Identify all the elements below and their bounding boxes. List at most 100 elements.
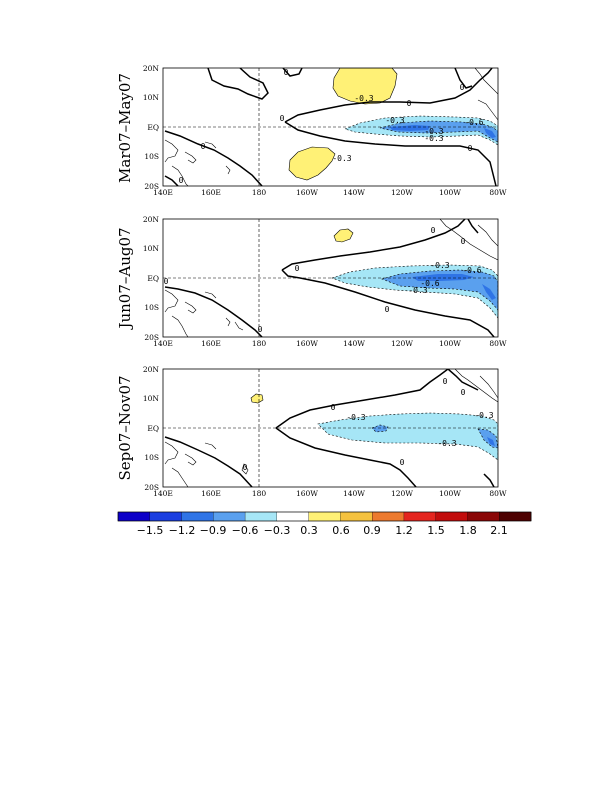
- colorbar-swatch: [499, 511, 532, 522]
- p1-yellow-north: [332, 68, 398, 105]
- contour-label: 0: [400, 458, 405, 467]
- colorbar-label: 1.2: [395, 524, 413, 537]
- xtick: 160E: [201, 188, 221, 197]
- colorbar-label: −0.9: [200, 524, 227, 537]
- xtick: 180: [252, 188, 267, 197]
- colorbar-swatch: [403, 511, 437, 522]
- panel-3-yticks: 20N 10N EQ 10S 20S: [143, 365, 160, 492]
- colorbar-swatch: [213, 511, 246, 522]
- colorbar-swatch: [435, 511, 468, 522]
- xtick: 180: [252, 339, 267, 348]
- contour-label: 0: [385, 305, 390, 314]
- panel-2: Jun07–Aug07: [116, 215, 507, 348]
- contour-label: 0: [460, 83, 465, 92]
- colorbar-swatch: [308, 511, 341, 522]
- panel-3-title: Sep07–Nov07: [116, 375, 134, 480]
- contour-label: -0.3: [346, 413, 365, 422]
- xtick: 160E: [201, 339, 221, 348]
- colorbar-labels: −1.5 −1.2 −0.9 −0.6 −0.3 0.3 0.6 0.9 1.2…: [137, 524, 508, 537]
- xtick: 140E: [153, 489, 173, 498]
- contour-label: 0: [284, 68, 289, 77]
- colorbar-swatch: [117, 511, 151, 522]
- panel-3-xticks: 140E 160E 180 160W 140W 120W 100W 80W: [153, 489, 507, 498]
- contour-label: -0.6: [464, 118, 483, 127]
- contour-label: 0: [461, 237, 466, 246]
- panel-2-xticks: 140E 160E 180 160W 140W 120W 100W 80W: [153, 339, 507, 348]
- ytick: 10S: [144, 303, 159, 312]
- panel-2-contour-labels: 0 -0.3 -0.6 -0.6 -0.3 0 0 0 0 0: [164, 226, 482, 334]
- contour-label: 0: [164, 277, 169, 286]
- xtick: 140W: [343, 188, 365, 197]
- xtick: 160W: [296, 339, 318, 348]
- ytick: EQ: [147, 424, 159, 433]
- ytick: 20S: [144, 483, 159, 492]
- contour-label: 0: [280, 114, 285, 123]
- panel-3-coast: [164, 369, 498, 487]
- contour-label: 0: [201, 142, 206, 151]
- panel-1-yticks: 20N 10N EQ 10S 20S: [143, 64, 160, 191]
- p2-blue-09: [412, 274, 496, 300]
- contour-label: 0: [407, 99, 412, 108]
- colorbar-label: 1.8: [459, 524, 477, 537]
- ytick: 10S: [144, 152, 159, 161]
- contour-label: 0: [431, 226, 436, 235]
- colorbar-label: 2.1: [490, 524, 508, 537]
- colorbar-label: 0.3: [300, 524, 318, 537]
- ytick: EQ: [147, 274, 159, 283]
- panel-2-title: Jun07–Aug07: [116, 227, 134, 330]
- contour-label: 0: [243, 463, 248, 472]
- contour-label: 0: [331, 403, 336, 412]
- p1-yellow-south: [288, 146, 336, 181]
- xtick: 160W: [296, 489, 318, 498]
- colorbar-label: −0.3: [264, 524, 291, 537]
- xtick: 160E: [201, 489, 221, 498]
- colorbar-label: 1.5: [427, 524, 445, 537]
- colorbar-swatch: [467, 511, 500, 522]
- xtick: 80W: [489, 188, 507, 197]
- ytick: 20S: [144, 333, 159, 342]
- contour-label: 0: [295, 264, 300, 273]
- xtick: 120W: [391, 188, 413, 197]
- contour-label: -0.6: [420, 279, 439, 288]
- panel-1-fills: [288, 68, 498, 181]
- panel-1-title: Mar07–May07: [116, 73, 134, 183]
- colorbar-swatch: [181, 511, 214, 522]
- p3-yellow: [250, 393, 264, 404]
- contour-label: 0: [461, 388, 466, 397]
- colorbar-label: 0.9: [363, 524, 381, 537]
- ytick: EQ: [147, 123, 159, 132]
- contour-label: -0.3: [354, 94, 373, 103]
- panel-2-frame: [162, 218, 499, 338]
- contour-label: -0.3: [332, 154, 351, 163]
- panel-1-xticks: 140E 160E 180 160W 140W 120W 100W 80W: [153, 188, 507, 197]
- p2-blue-06: [381, 269, 498, 311]
- ytick: 20N: [143, 215, 160, 224]
- ytick: 10S: [144, 453, 159, 462]
- contour-label: -0.3: [474, 411, 493, 420]
- xtick: 100W: [439, 188, 461, 197]
- colorbar-label: 0.6: [332, 524, 350, 537]
- ytick: 10N: [143, 244, 160, 253]
- panel-3-frame: [162, 368, 499, 488]
- p3-blue-09: [487, 437, 495, 446]
- contour-label: 0: [468, 144, 473, 153]
- colorbar-swatch: [149, 511, 182, 522]
- contour-label: -0.3: [430, 261, 449, 270]
- colorbar: −1.5 −1.2 −0.9 −0.6 −0.3 0.3 0.6 0.9 1.2…: [117, 511, 532, 537]
- xtick: 140E: [153, 188, 173, 197]
- contour-label: -0.6: [462, 266, 481, 275]
- contour-label: -0.3: [408, 286, 427, 295]
- xtick: 80W: [489, 339, 507, 348]
- panel-1-contours: [164, 68, 497, 186]
- p3-blue-06: [371, 424, 498, 449]
- p1-blue-09: [390, 125, 496, 138]
- colorbar-frame: [117, 511, 532, 522]
- colorbar-swatch: [276, 511, 310, 522]
- contour-label: -0.3: [424, 134, 443, 143]
- contour-label: -0.3: [424, 127, 443, 136]
- panel-3-fills: [250, 393, 498, 461]
- ytick: 20N: [143, 64, 160, 73]
- xtick: 140W: [343, 489, 365, 498]
- panel-1-frame: [162, 67, 499, 187]
